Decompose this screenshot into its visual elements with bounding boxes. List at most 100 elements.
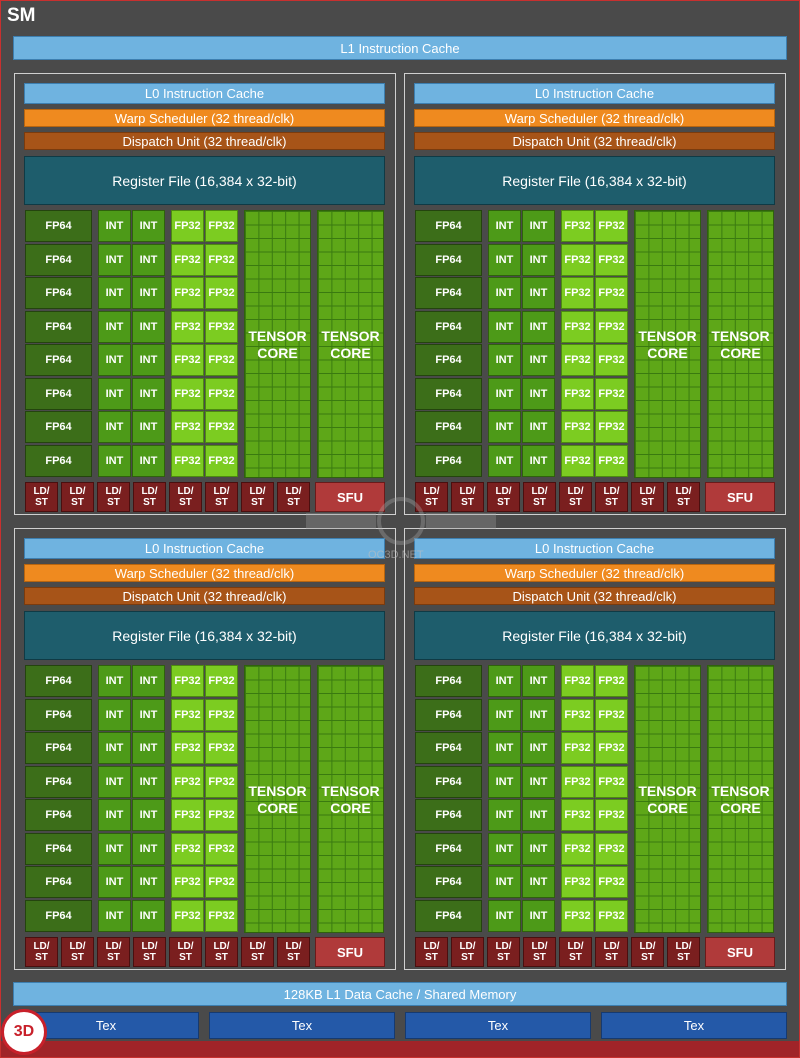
sfu-unit: SFU (315, 937, 385, 967)
ldst-label-line1: LD/ (423, 486, 440, 497)
fp32-unit: FP32 (171, 377, 204, 410)
int-unit: INT (522, 444, 555, 477)
fp64-unit: FP64 (415, 277, 482, 309)
ldst-label-line2: ST (143, 952, 156, 963)
l0-instruction-cache: L0 Instruction Cache (24, 83, 385, 104)
fp32-unit: FP32 (561, 698, 594, 731)
int-unit: INT (98, 444, 131, 477)
tensor-core-label-line2: CORE (330, 800, 371, 816)
ldst-unit: LD/ST (559, 482, 592, 512)
int-unit: INT (488, 444, 521, 477)
bottom-strip (1, 1041, 799, 1057)
ldst-label-line1: LD/ (603, 486, 620, 497)
fp64-unit: FP64 (415, 377, 482, 410)
ldst-label-line2: ST (497, 952, 510, 963)
tensor-core-label-line2: CORE (720, 345, 761, 361)
fp32-unit: FP32 (205, 444, 238, 477)
int-unit: INT (488, 832, 521, 865)
ldst-label-line2: ST (461, 952, 474, 963)
ldst-label-line2: ST (287, 497, 300, 508)
ldst-label-line1: LD/ (69, 941, 86, 952)
ldst-label-line1: LD/ (177, 941, 194, 952)
fp64-unit: FP64 (25, 765, 92, 798)
tensor-core-label-line2: CORE (647, 800, 688, 816)
int-unit: INT (98, 277, 131, 309)
fp32-unit: FP32 (595, 665, 628, 697)
fp32-unit: FP32 (561, 377, 594, 410)
int-unit: INT (98, 732, 131, 764)
ldst-unit: LD/ST (169, 937, 202, 967)
int-unit: INT (132, 799, 165, 831)
ldst-label-line2: ST (215, 497, 228, 508)
fp64-unit: FP64 (415, 765, 482, 798)
ldst-label-line1: LD/ (639, 486, 656, 497)
dispatch-unit: Dispatch Unit (32 thread/clk) (24, 587, 385, 605)
int-unit: INT (98, 698, 131, 731)
fp64-unit: FP64 (25, 377, 92, 410)
int-unit: INT (132, 444, 165, 477)
ldst-label-line1: LD/ (249, 486, 266, 497)
fp64-unit: FP64 (25, 665, 92, 697)
fp64-unit: FP64 (415, 832, 482, 865)
tex-unit: Tex (405, 1012, 591, 1039)
fp32-unit: FP32 (595, 866, 628, 898)
int-unit: INT (132, 765, 165, 798)
ldst-unit: LD/ST (133, 482, 166, 512)
int-unit: INT (98, 799, 131, 831)
tensor-core-label: TENSOR CORE (708, 783, 773, 817)
fp32-unit: FP32 (171, 866, 204, 898)
int-unit: INT (522, 377, 555, 410)
ldst-label-line2: ST (71, 952, 84, 963)
tex-unit: Tex (209, 1012, 395, 1039)
tensor-core: TENSOR CORE (634, 665, 701, 933)
ldst-label-line1: LD/ (213, 941, 230, 952)
int-unit: INT (98, 344, 131, 376)
tensor-core-label-line1: TENSOR (711, 328, 770, 344)
fp64-unit: FP64 (25, 344, 92, 376)
fp32-unit: FP32 (205, 344, 238, 376)
warp-scheduler: Warp Scheduler (32 thread/clk) (414, 564, 775, 582)
fp32-unit: FP32 (205, 377, 238, 410)
int-unit: INT (488, 732, 521, 764)
tensor-core-label-line2: CORE (647, 345, 688, 361)
ldst-unit: LD/ST (133, 937, 166, 967)
tensor-core-label-line1: TENSOR (321, 328, 380, 344)
fp64-unit: FP64 (25, 277, 92, 309)
fp32-unit: FP32 (595, 277, 628, 309)
int-unit: INT (98, 377, 131, 410)
ldst-label-line1: LD/ (567, 941, 584, 952)
fp64-unit: FP64 (415, 411, 482, 443)
fp32-unit: FP32 (561, 210, 594, 242)
ldst-unit: LD/ST (595, 482, 628, 512)
ldst-label-line1: LD/ (639, 941, 656, 952)
tensor-core: TENSOR CORE (317, 665, 384, 933)
int-unit: INT (132, 899, 165, 932)
ldst-label-line1: LD/ (423, 941, 440, 952)
ldst-unit: LD/ST (487, 937, 520, 967)
fp32-unit: FP32 (595, 832, 628, 865)
int-unit: INT (132, 344, 165, 376)
fp64-unit: FP64 (25, 411, 92, 443)
ldst-label-line1: LD/ (69, 486, 86, 497)
fp32-unit: FP32 (205, 310, 238, 343)
tensor-core-label: TENSOR CORE (635, 783, 700, 817)
int-unit: INT (522, 310, 555, 343)
ldst-label-line1: LD/ (495, 941, 512, 952)
tensor-core-label: TENSOR CORE (245, 783, 310, 817)
fp64-unit: FP64 (415, 444, 482, 477)
int-unit: INT (522, 765, 555, 798)
warp-scheduler: Warp Scheduler (32 thread/clk) (24, 564, 385, 582)
fp32-unit: FP32 (205, 210, 238, 242)
int-unit: INT (132, 665, 165, 697)
tensor-core-label: TENSOR CORE (318, 783, 383, 817)
ldst-label-line1: LD/ (531, 941, 548, 952)
int-unit: INT (522, 899, 555, 932)
fp32-unit: FP32 (171, 344, 204, 376)
ldst-label-line2: ST (215, 952, 228, 963)
tensor-core: TENSOR CORE (244, 210, 311, 478)
fp32-unit: FP32 (561, 765, 594, 798)
fp64-unit: FP64 (25, 210, 92, 242)
ldst-label-line2: ST (533, 952, 546, 963)
ldst-label-line1: LD/ (459, 941, 476, 952)
ldst-unit: LD/ST (241, 482, 274, 512)
